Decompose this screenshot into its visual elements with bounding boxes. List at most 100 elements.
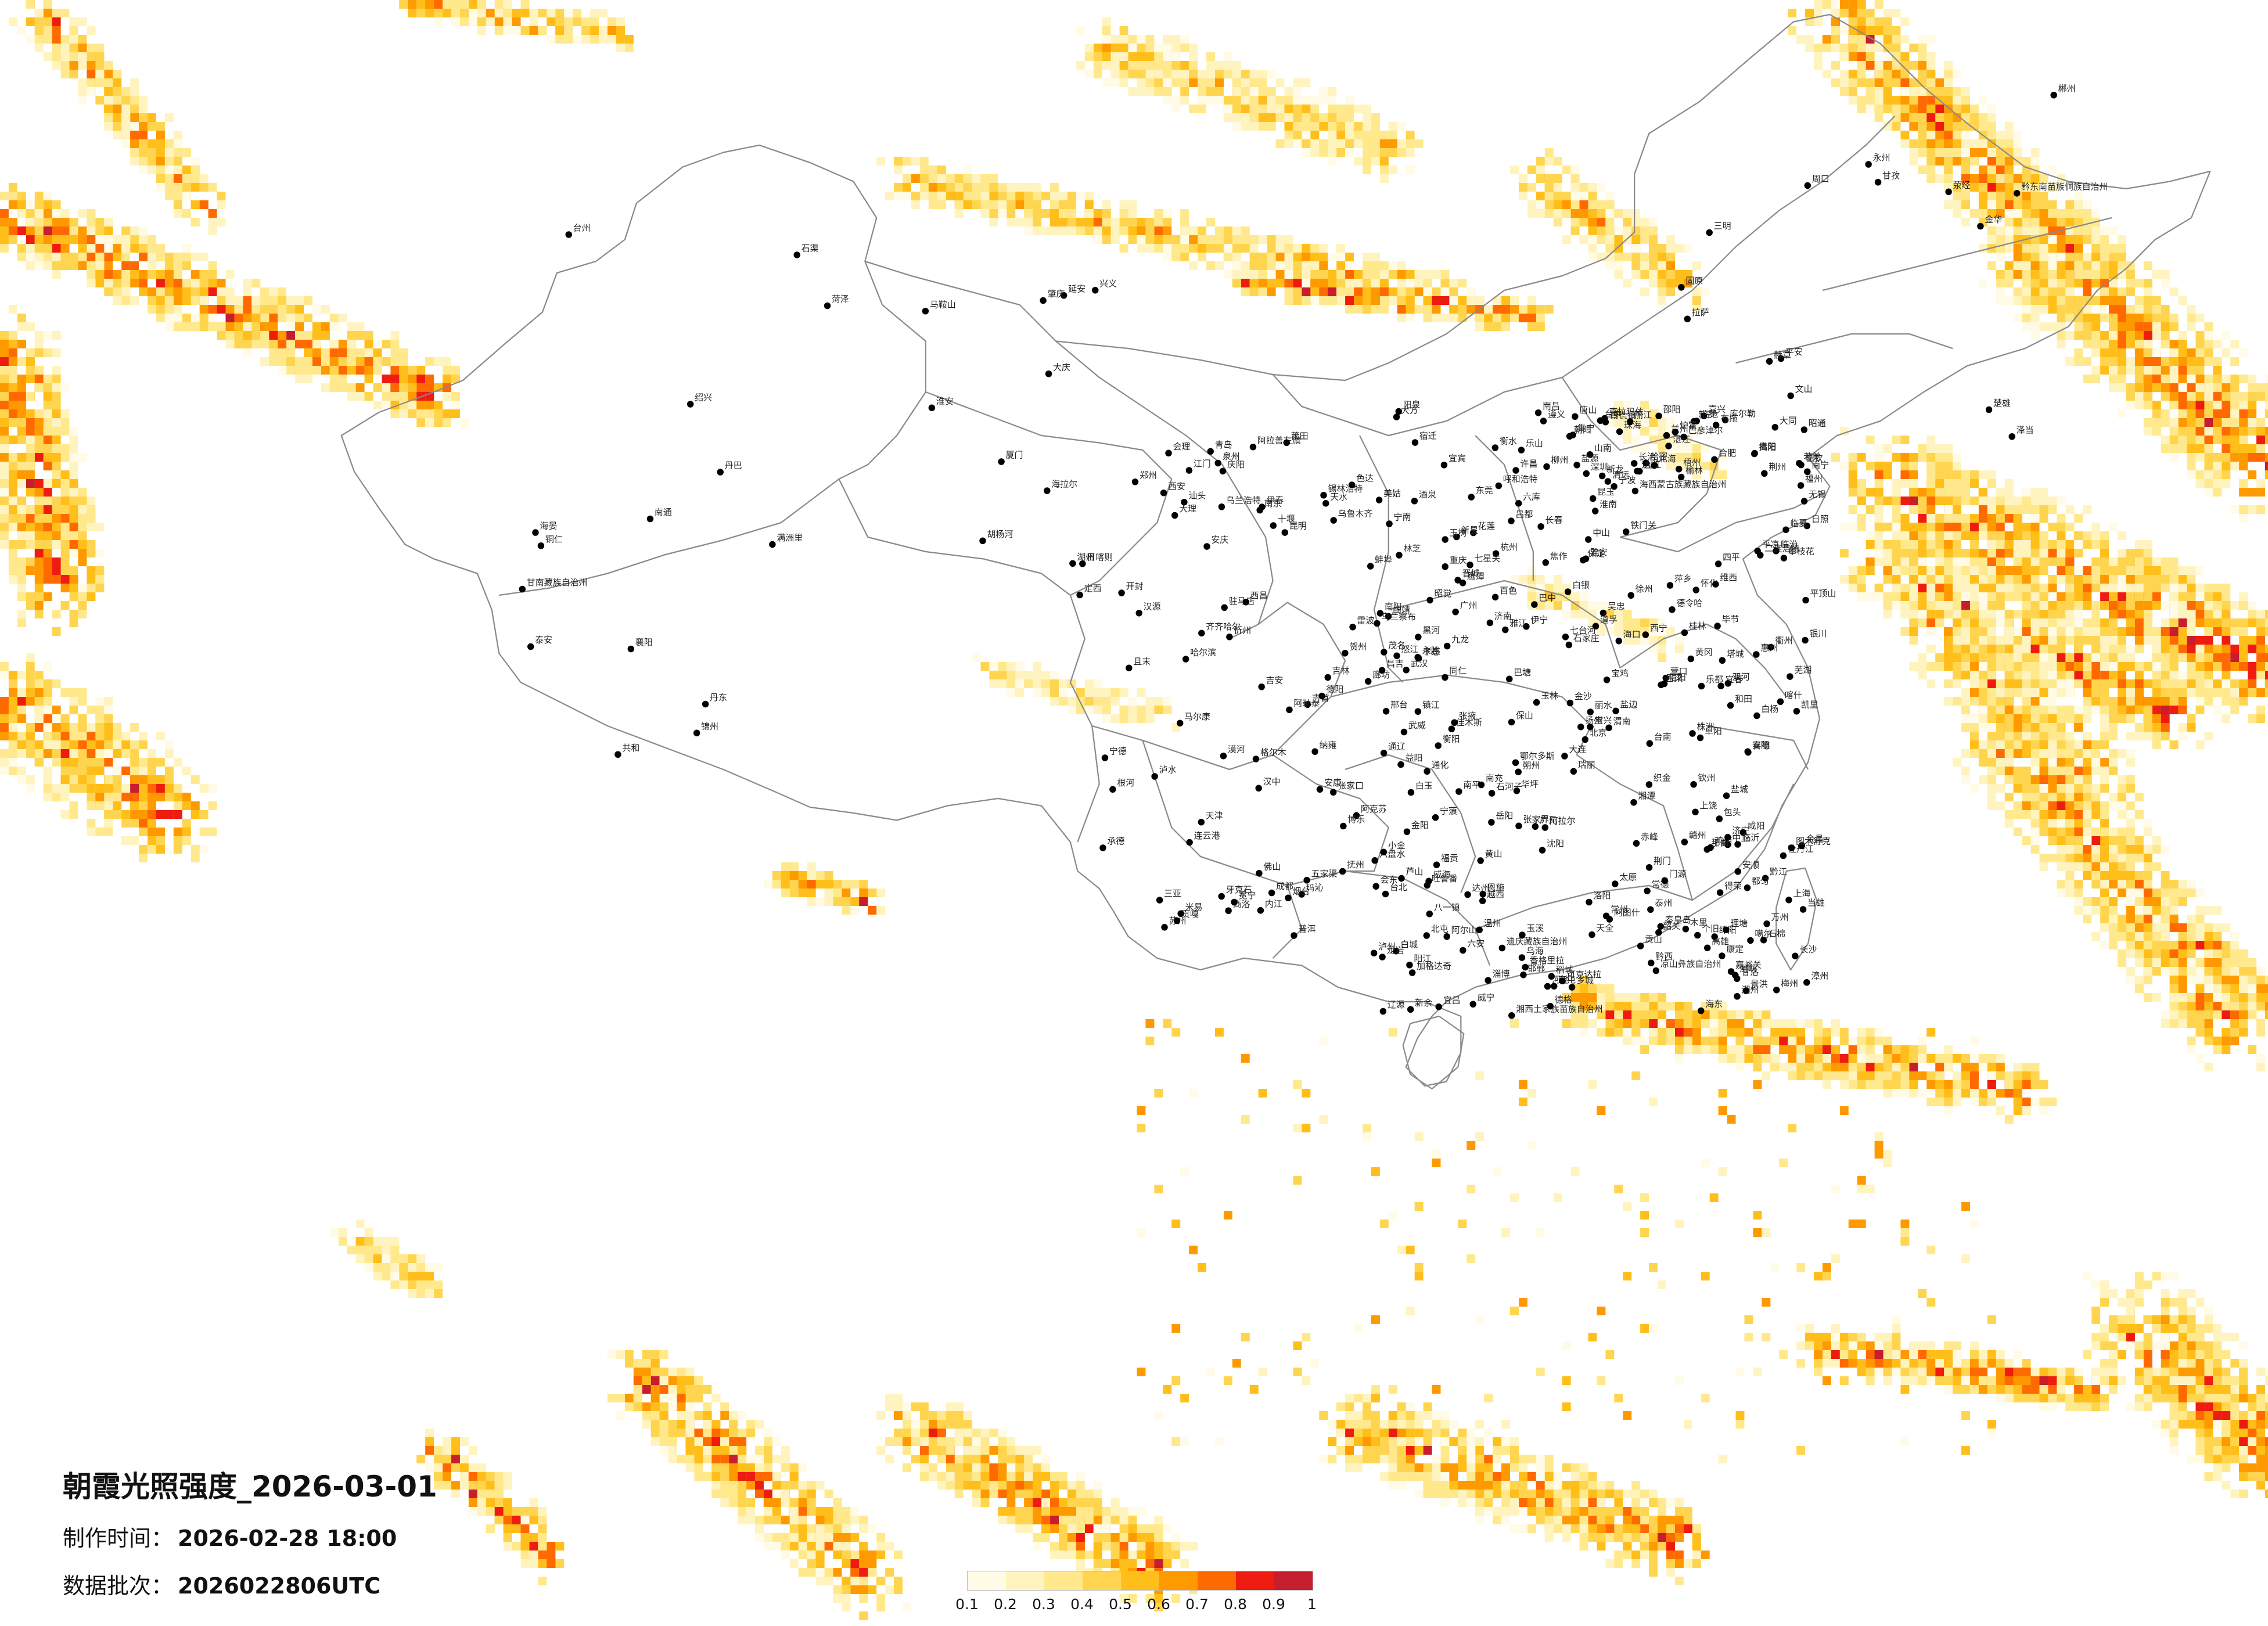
heat-cell (1900, 139, 1910, 148)
heat-cell (0, 209, 9, 218)
heat-cell (425, 357, 434, 366)
heat-cell (69, 740, 78, 749)
heat-cell (1839, 87, 1849, 96)
heat-cell (121, 235, 131, 244)
heat-cell (26, 732, 35, 740)
heat-cell (1336, 296, 1346, 305)
heat-cell (321, 331, 330, 340)
heat-cell (69, 52, 78, 61)
heat-cell (95, 714, 105, 723)
heat-cell (26, 505, 35, 514)
heat-cell (69, 61, 78, 70)
heat-cell (1588, 235, 1597, 244)
heat-cell (191, 253, 200, 261)
heat-cell (1102, 35, 1111, 44)
heat-cell (1102, 200, 1111, 209)
heat-cell (312, 348, 321, 357)
heat-cell (104, 758, 113, 767)
heat-cell (1302, 287, 1311, 296)
heat-cell (1831, 44, 1840, 52)
heat-cell (1302, 253, 1311, 261)
heat-cell (459, 17, 469, 26)
heat-cell (34, 340, 44, 348)
heat-cell (1788, 9, 1797, 17)
heat-cell (34, 592, 44, 601)
heat-cell (139, 131, 148, 139)
heat-cell (459, 9, 469, 17)
heat-cell (113, 296, 122, 305)
heat-cell (130, 122, 139, 131)
heat-cell (1397, 305, 1406, 314)
heat-cell (0, 331, 9, 340)
heat-cell (8, 514, 17, 523)
heat-cell (1475, 322, 1485, 331)
heat-cell (1293, 113, 1302, 122)
heat-cell (2022, 192, 2031, 200)
heat-cell (104, 244, 113, 253)
heat-cell (182, 261, 191, 270)
heat-cell (1935, 105, 1944, 113)
heat-cell (364, 392, 373, 401)
heat-cell (139, 139, 148, 148)
heat-cell (1198, 226, 1207, 235)
heat-cell (1137, 235, 1146, 244)
heat-cell (416, 409, 426, 418)
heat-cell (1857, 35, 1866, 44)
heat-cell (1848, 78, 1857, 87)
heat-cell (364, 375, 373, 383)
heat-cell (390, 331, 400, 340)
heat-cell (1900, 113, 1910, 122)
heat-cell (1814, 0, 1823, 9)
heat-cell (173, 287, 182, 296)
heat-cell (104, 122, 113, 131)
heat-cell (269, 322, 278, 331)
heat-cell (139, 122, 148, 131)
heat-cell (1883, 61, 1892, 70)
heat-cell (1553, 174, 1562, 183)
heat-cell (1926, 174, 1936, 183)
heat-cell (1640, 218, 1649, 226)
heat-cell (408, 9, 417, 17)
heat-cell (1354, 305, 1363, 314)
heat-cell (260, 287, 269, 296)
heat-cell (95, 740, 105, 749)
heat-cell (1987, 113, 1996, 122)
heat-cell (1302, 270, 1311, 279)
heat-cell (1336, 139, 1346, 148)
heat-cell (1171, 105, 1181, 113)
heat-cell (87, 819, 96, 828)
heat-cell (1232, 105, 1241, 113)
heat-cell (1258, 253, 1267, 261)
heat-cell (390, 357, 400, 366)
heat-cell (980, 183, 990, 192)
heat-cell (104, 218, 113, 226)
heat-cell (225, 270, 235, 279)
heat-cell (1588, 183, 1597, 192)
heat-cell (78, 87, 87, 96)
heat-cell (1839, 44, 1849, 52)
heat-cell (1640, 287, 1649, 296)
heat-cell (0, 470, 9, 479)
heat-cell (1874, 96, 1884, 105)
heat-cell (43, 523, 52, 531)
heat-cell (113, 70, 122, 78)
heat-cell (156, 296, 165, 305)
heat-cell (1900, 17, 1910, 26)
heat-cell (139, 270, 148, 279)
heat-cell (1076, 218, 1085, 226)
heat-cell (113, 270, 122, 279)
heat-cell (1874, 78, 1884, 87)
heat-cell (954, 200, 964, 209)
heat-cell (894, 183, 903, 192)
heat-cell (1510, 296, 1519, 305)
heat-cell (373, 383, 382, 392)
heat-cell (78, 784, 87, 793)
heat-cell (191, 801, 200, 810)
heat-cell (78, 514, 87, 523)
heat-cell (1189, 52, 1198, 61)
heat-cell (355, 331, 365, 340)
heat-cell (1241, 96, 1250, 105)
heat-cell (173, 758, 182, 767)
heat-cell (43, 453, 52, 462)
